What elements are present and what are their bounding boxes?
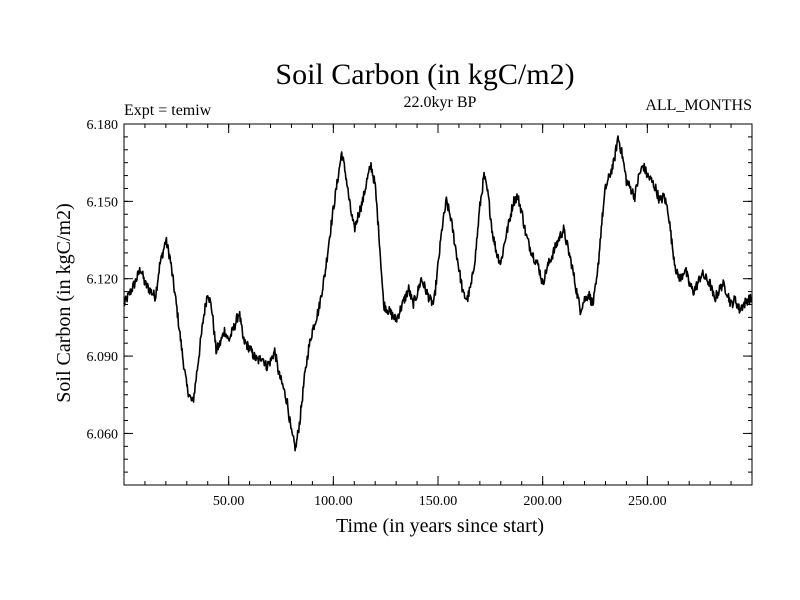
y-tick-label: 6.120 [87,273,119,288]
x-axis-label: Time (in years since start) [336,515,544,537]
plot-frame [123,123,753,486]
x-tick-label: 150.00 [419,494,458,509]
y-tick-label: 6.090 [87,350,119,365]
x-tick-label: 100.00 [314,494,353,509]
chart-title: Soil Carbon (in kgC/m2) [275,58,574,91]
period-label: 22.0kyr BP [404,94,477,111]
x-tick-label: 50.00 [213,494,245,509]
months-label: ALL_MONTHS [645,97,752,114]
y-tick-label: 6.150 [87,195,119,210]
x-tick-label: 250.00 [628,494,667,509]
experiment-label: Expt = temiw [124,102,212,119]
x-tick-label: 200.00 [523,494,562,509]
plot-area: 6.060 6.090 6.120 6.150 6.180 50.00 100.00 150.… [87,118,753,509]
y-tick-label: 6.060 [87,427,119,442]
y-axis-label: Soil Carbon (in kgC/m2) [53,203,75,402]
y-tick-label: 6.180 [87,118,119,133]
soil-carbon-series-line [123,135,753,452]
